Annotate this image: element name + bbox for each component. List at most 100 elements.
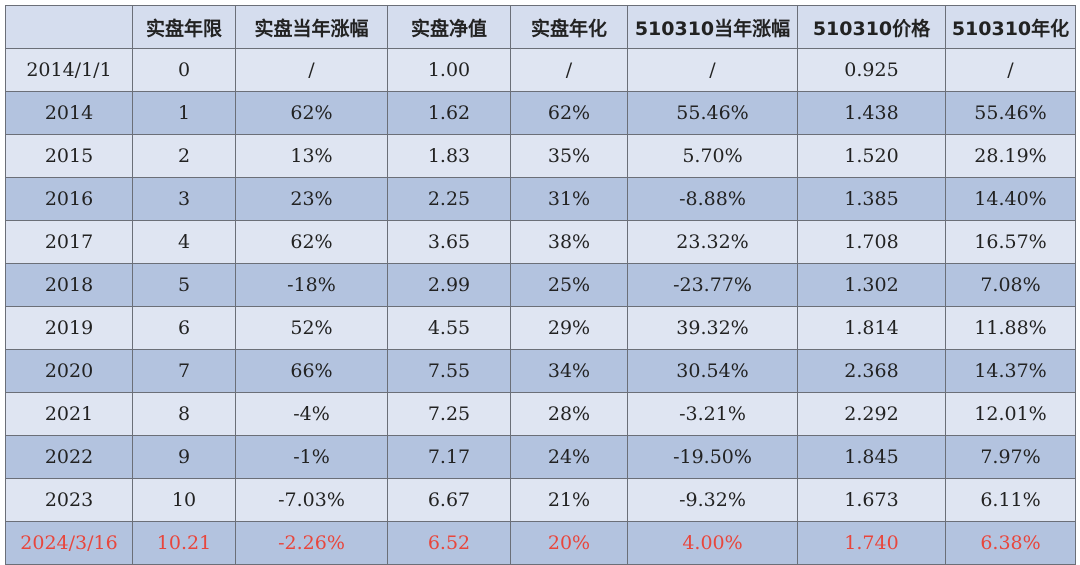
table-row: 2014/1/1 0/1.00//0.925/ [5,48,1076,92]
table-cell: 2017 [5,220,133,264]
table-cell: 1.83 [387,134,511,178]
table-cell: 1.438 [797,91,946,135]
header-cell: 510310价格 [797,5,946,49]
table-cell: 2.99 [387,263,511,307]
table-cell: -9.32% [627,478,798,522]
table-cell: 2022 [5,435,133,479]
table-row: 2021 8 -4% 7.25 28% -3.21% 2.292 12.01% [5,392,1076,436]
table-cell: 1.00 [387,48,511,92]
table-cell: -18% [235,263,388,307]
header-cell: 实盘当年涨幅 [235,5,388,49]
table-cell: 28% [510,392,628,436]
table-cell: 62% [235,220,388,264]
header-row: 实盘年限 实盘当年涨幅 实盘净值 实盘年化 510310当年涨幅 510310价格 5103… [5,5,1076,49]
table-cell: 4 [132,220,236,264]
header-cell: 实盘年限 [132,5,236,49]
table-cell: 4.00% [627,521,798,565]
table-cell: 16.57% [945,220,1076,264]
table-cell: 1.814 [797,306,946,350]
table-cell: 1 [132,91,236,135]
table-cell: 10 [132,478,236,522]
table-cell: 6.52 [387,521,511,565]
table-cell: 6.67 [387,478,511,522]
table-cell: 1.740 [797,521,946,565]
table-cell: -7.03% [235,478,388,522]
table-row: 2018 5 -18% 2.99 25% -23.77% 1.302 7.08% [5,263,1076,307]
table-cell: 2014/1/1 [5,48,133,92]
table-cell: 20% [510,521,628,565]
table-cell: -2.26% [235,521,388,565]
table-cell: 1.520 [797,134,946,178]
data-table: 实盘年限 实盘当年涨幅 实盘净值 实盘年化 510310当年涨幅 510310价格 5103… [5,5,1076,565]
table-cell: 6 [132,306,236,350]
header-cell: 实盘年化 [510,5,628,49]
table-cell: 14.37% [945,349,1076,393]
table-cell: 7 [132,349,236,393]
table-row: 2023 10 -7.03% 6.67 21% -9.32% 1.673 6.11% [5,478,1076,522]
table-cell: / [627,48,798,92]
table-cell: / [235,48,388,92]
table-row: 2014 1 62% 1.62 62% 55.46% 1.438 55.46% [5,91,1076,135]
table-cell: 7.97% [945,435,1076,479]
table-cell: 62% [235,91,388,135]
table-cell: 2024/3/16 [5,521,133,565]
table-cell: 2023 [5,478,133,522]
table-cell: 12.01% [945,392,1076,436]
table-cell: 5.70% [627,134,798,178]
table-cell: 2019 [5,306,133,350]
table-cell: 55.46% [945,91,1076,135]
table-cell: 23% [235,177,388,221]
table-cell: 1.302 [797,263,946,307]
table-cell: 8 [132,392,236,436]
table-cell: 7.17 [387,435,511,479]
table-row: 2019 6 52% 4.55 29% 39.32% 1.814 11.88% [5,306,1076,350]
table-cell: 1.62 [387,91,511,135]
table-cell: 24% [510,435,628,479]
table-row: 2015 2 13% 1.83 35% 5.70% 1.520 28.19% [5,134,1076,178]
table-cell: 5 [132,263,236,307]
table-cell: 1.673 [797,478,946,522]
table-cell: 0.925 [797,48,946,92]
table-cell: 2015 [5,134,133,178]
table-cell: 9 [132,435,236,479]
table-cell: 13% [235,134,388,178]
table-cell: / [510,48,628,92]
table-cell: 1.845 [797,435,946,479]
table-cell: -23.77% [627,263,798,307]
table-cell: 2 [132,134,236,178]
table-cell: 34% [510,349,628,393]
table-cell: 7.25 [387,392,511,436]
table-cell: -8.88% [627,177,798,221]
table-cell: 29% [510,306,628,350]
table-cell: 7.55 [387,349,511,393]
table-cell: 23.32% [627,220,798,264]
table-cell: 2.368 [797,349,946,393]
table-cell: -3.21% [627,392,798,436]
table-cell: 2016 [5,177,133,221]
table-cell: 2.292 [797,392,946,436]
table-cell: 39.32% [627,306,798,350]
table-cell: 2.25 [387,177,511,221]
table-row: 2020 7 66% 7.55 34% 30.54% 2.368 14.37% [5,349,1076,393]
table-wrap: 实盘年限 实盘当年涨幅 实盘净值 实盘年化 510310当年涨幅 510310价格 5103… [5,5,1076,565]
table-cell: / [945,48,1076,92]
table-cell: 2018 [5,263,133,307]
table-cell: 10.21 [132,521,236,565]
table-cell: 62% [510,91,628,135]
header-cell: 510310当年涨幅 [627,5,798,49]
table-cell: 52% [235,306,388,350]
table-row: 2024/3/16 10.21 -2.26% 6.52 20% 4.00% 1.740 6.3… [5,521,1076,565]
table-cell: 3 [132,177,236,221]
table-cell: 66% [235,349,388,393]
table-cell: 31% [510,177,628,221]
table-cell: 21% [510,478,628,522]
corner-cell [5,5,133,49]
table-cell: 55.46% [627,91,798,135]
header-cell: 510310年化 [945,5,1076,49]
table-row: 2022 9 -1% 7.17 24% -19.50% 1.845 7.97% [5,435,1076,479]
table-cell: -1% [235,435,388,479]
table-cell: -4% [235,392,388,436]
table-cell: 3.65 [387,220,511,264]
header-cell: 实盘净值 [387,5,511,49]
